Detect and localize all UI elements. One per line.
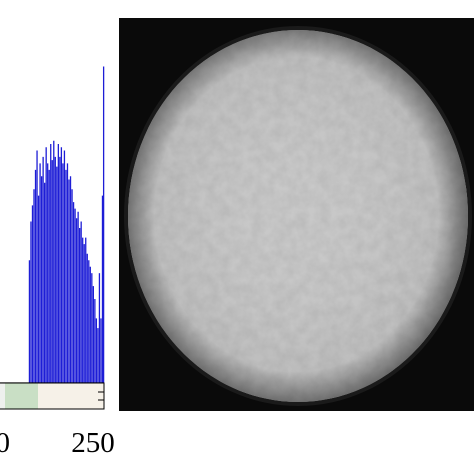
- intensity-scale-band-left: [0, 383, 5, 409]
- histogram-chart: 0 250: [0, 66, 115, 459]
- intensity-scale-band-right: [38, 383, 104, 409]
- intensity-scale-frame: [0, 382, 105, 410]
- intensity-scale-band-green: [5, 383, 38, 409]
- specimen-surface: [128, 30, 468, 402]
- x-tick-label-250: 250: [71, 427, 115, 459]
- histogram-bars: [28, 66, 105, 383]
- x-tick-label-0: 0: [0, 427, 10, 459]
- specimen-photo: [119, 18, 474, 411]
